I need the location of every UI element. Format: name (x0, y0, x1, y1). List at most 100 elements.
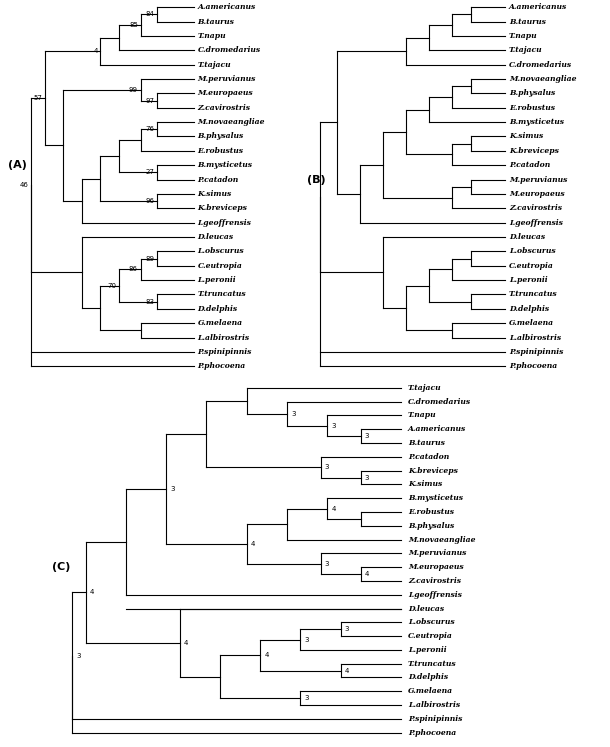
Text: T.napu: T.napu (408, 412, 436, 420)
Text: C.dromedarius: C.dromedarius (408, 397, 471, 406)
Text: D.leucas: D.leucas (198, 233, 234, 241)
Text: 3: 3 (76, 653, 81, 659)
Text: G.melaena: G.melaena (509, 319, 554, 327)
Text: 3: 3 (325, 561, 329, 567)
Text: L.obscurus: L.obscurus (408, 619, 454, 626)
Text: L.peronii: L.peronii (198, 276, 236, 284)
Text: M.novaeangliae: M.novaeangliae (198, 118, 265, 126)
Text: 3: 3 (304, 636, 309, 642)
Text: K.breviceps: K.breviceps (509, 147, 559, 155)
Text: 3: 3 (291, 411, 295, 417)
Text: (B): (B) (307, 175, 326, 185)
Text: L.peronii: L.peronii (408, 646, 447, 654)
Text: T.tajacu: T.tajacu (408, 384, 442, 392)
Text: K.simus: K.simus (198, 190, 232, 198)
Text: E.robustus: E.robustus (198, 147, 243, 155)
Text: I.geoffrensis: I.geoffrensis (408, 591, 462, 599)
Text: A.americanus: A.americanus (408, 425, 466, 433)
Text: M.peruvianus: M.peruvianus (198, 75, 256, 83)
Text: 3: 3 (365, 433, 369, 439)
Text: K.simus: K.simus (509, 132, 544, 140)
Text: L.albirostris: L.albirostris (509, 334, 561, 341)
Text: 27: 27 (146, 170, 155, 176)
Text: B.mysticetus: B.mysticetus (198, 161, 253, 170)
Text: B.physalus: B.physalus (509, 90, 555, 97)
Text: 4: 4 (93, 48, 98, 55)
Text: 89: 89 (146, 255, 155, 261)
Text: L.peronii: L.peronii (509, 276, 548, 284)
Text: M.peruvianus: M.peruvianus (509, 176, 567, 184)
Text: C.eutropia: C.eutropia (408, 632, 453, 640)
Text: E.robustus: E.robustus (408, 508, 454, 516)
Text: B.physalus: B.physalus (408, 521, 454, 530)
Text: M.europaeus: M.europaeus (509, 190, 565, 198)
Text: 83: 83 (146, 299, 155, 305)
Text: I.geoffrensis: I.geoffrensis (509, 219, 563, 226)
Text: E.robustus: E.robustus (509, 104, 555, 112)
Text: C.eutropia: C.eutropia (198, 261, 243, 270)
Text: P.phocoena: P.phocoena (198, 362, 246, 371)
Text: B.mysticetus: B.mysticetus (509, 118, 564, 126)
Text: D.delphis: D.delphis (198, 305, 238, 313)
Text: L.albirostris: L.albirostris (408, 701, 460, 709)
Text: 3: 3 (365, 474, 369, 480)
Text: K.breviceps: K.breviceps (408, 467, 458, 474)
Text: 57: 57 (34, 95, 42, 101)
Text: 3: 3 (325, 464, 329, 470)
Text: M.novaeangliae: M.novaeangliae (509, 75, 576, 83)
Text: I.geoffrensis: I.geoffrensis (198, 219, 251, 226)
Text: M.novaeangliae: M.novaeangliae (408, 536, 475, 544)
Text: L.obscurus: L.obscurus (509, 247, 556, 255)
Text: B.mysticetus: B.mysticetus (408, 495, 463, 502)
Text: 4: 4 (90, 589, 94, 595)
Text: C.eutropia: C.eutropia (509, 261, 554, 270)
Text: 3: 3 (304, 695, 309, 701)
Text: 4: 4 (264, 652, 268, 658)
Text: C.dromedarius: C.dromedarius (198, 46, 260, 55)
Text: 3: 3 (345, 626, 349, 632)
Text: D.delphis: D.delphis (509, 305, 549, 313)
Text: D.leucas: D.leucas (509, 233, 545, 241)
Text: M.europaeus: M.europaeus (408, 563, 464, 571)
Text: 99: 99 (129, 87, 138, 93)
Text: T.napu: T.napu (198, 32, 226, 40)
Text: 96: 96 (146, 198, 155, 204)
Text: B.taurus: B.taurus (198, 17, 234, 25)
Text: K.breviceps: K.breviceps (198, 204, 248, 212)
Text: 4: 4 (345, 668, 349, 674)
Text: 76: 76 (146, 126, 155, 132)
Text: D.leucas: D.leucas (408, 604, 444, 613)
Text: 97: 97 (146, 98, 155, 104)
Text: Z.cavirostris: Z.cavirostris (408, 577, 461, 585)
Text: 46: 46 (20, 182, 29, 188)
Text: 70: 70 (107, 282, 116, 288)
Text: C.dromedarius: C.dromedarius (509, 61, 572, 69)
Text: P.spinipinnis: P.spinipinnis (198, 348, 252, 356)
Text: P.phocoena: P.phocoena (408, 728, 456, 737)
Text: 3: 3 (170, 486, 174, 492)
Text: A.americanus: A.americanus (509, 3, 567, 11)
Text: A.americanus: A.americanus (198, 3, 256, 11)
Text: 84: 84 (146, 11, 155, 17)
Text: T.truncatus: T.truncatus (198, 291, 246, 299)
Text: B.taurus: B.taurus (509, 17, 546, 25)
Text: B.taurus: B.taurus (408, 439, 445, 447)
Text: T.tajacu: T.tajacu (198, 61, 231, 69)
Text: L.obscurus: L.obscurus (198, 247, 244, 255)
Text: K.simus: K.simus (408, 480, 442, 489)
Text: Z.cavirostris: Z.cavirostris (198, 104, 251, 112)
Text: 4: 4 (184, 639, 188, 645)
Text: 3: 3 (331, 423, 336, 429)
Text: P.spinipinnis: P.spinipinnis (408, 715, 462, 723)
Text: 4: 4 (331, 506, 336, 512)
Text: P.catadon: P.catadon (198, 176, 239, 184)
Text: T.napu: T.napu (509, 32, 537, 40)
Text: (A): (A) (8, 160, 27, 170)
Text: P.catadon: P.catadon (408, 453, 449, 461)
Text: Z.cavirostris: Z.cavirostris (509, 204, 562, 212)
Text: 4: 4 (251, 541, 255, 547)
Text: 86: 86 (129, 267, 138, 273)
Text: 4: 4 (365, 571, 369, 577)
Text: D.delphis: D.delphis (408, 674, 448, 681)
Text: T.truncatus: T.truncatus (509, 291, 558, 299)
